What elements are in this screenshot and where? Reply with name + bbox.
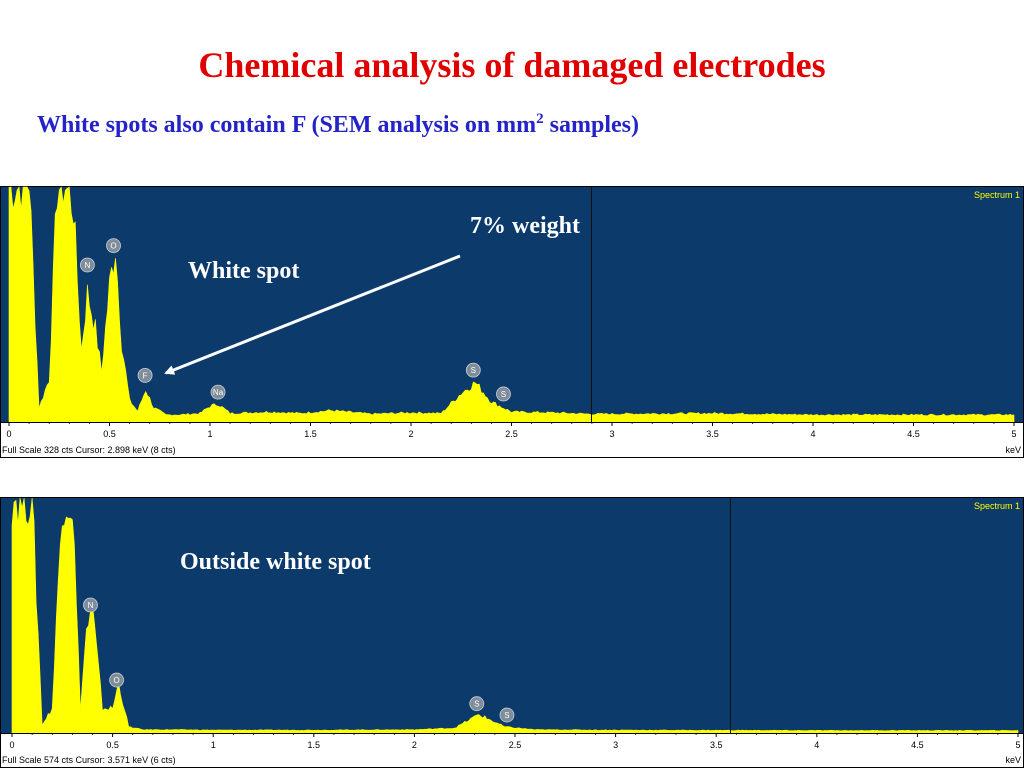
subtitle-superscript: 2 xyxy=(536,111,544,127)
x-tick-label: 2.5 xyxy=(505,429,518,439)
peak-label-o: O xyxy=(106,238,121,254)
spectrum-chart-white-spot: Spectrum 1CNOFNaSS00.511.522.533.544.55F… xyxy=(0,186,1024,458)
spectrum-series xyxy=(11,497,1019,734)
peak-label-s: S xyxy=(469,696,485,712)
peak-marker xyxy=(469,696,485,712)
x-unit-label: keV xyxy=(1005,755,1021,765)
spectrum-panel-outside: Spectrum 1CNOSS00.511.522.533.544.55Full… xyxy=(0,497,1024,768)
peak-label-s: S xyxy=(499,707,515,723)
x-unit-label: keV xyxy=(1005,445,1021,455)
peak-text: S xyxy=(504,711,509,720)
plot-area xyxy=(1,187,1023,422)
peak-text: O xyxy=(114,676,120,685)
peak-label-na: Na xyxy=(210,384,226,400)
peak-text: S xyxy=(471,366,476,375)
peak-marker xyxy=(137,367,153,383)
spectrum-series xyxy=(8,186,1015,423)
status-text: Full Scale 328 cts Cursor: 2.898 keV (8 … xyxy=(2,445,176,455)
x-tick-label: 4.5 xyxy=(907,429,920,439)
peak-marker xyxy=(210,384,226,400)
x-tick-label: 1.5 xyxy=(304,429,317,439)
spectrum-panel-white-spot: Spectrum 1CNOFNaSS00.511.522.533.544.55F… xyxy=(0,186,1024,458)
peak-marker xyxy=(79,257,95,273)
outside-white-spot-label: Outside white spot xyxy=(180,549,371,575)
plot-area xyxy=(1,498,1023,733)
peak-text: S xyxy=(501,390,506,399)
slide-title: Chemical analysis of damaged electrodes xyxy=(198,45,826,85)
x-tick-label: 5 xyxy=(1011,429,1016,439)
annotation-arrow xyxy=(164,254,461,375)
peak-text: Na xyxy=(213,388,224,397)
subtitle-tail: samples) xyxy=(543,112,640,138)
x-tick-label: 1 xyxy=(211,740,216,750)
peak-label-f: F xyxy=(137,367,153,383)
slide-subtitle: White spots also contain F (SEM analysis… xyxy=(37,111,639,139)
x-tick-label: 4 xyxy=(810,429,815,439)
peak-text: O xyxy=(110,242,116,251)
peak-marker xyxy=(106,238,121,254)
weight-label: 7% weight xyxy=(470,213,580,239)
peak-label-o: O xyxy=(109,672,125,688)
spectrum-chart-outside: Spectrum 1CNOSS00.511.522.533.544.55Full… xyxy=(0,497,1024,768)
legend-label: Spectrum 1 xyxy=(974,190,1020,200)
peak-label-s: S xyxy=(496,386,511,402)
x-tick-label: 3.5 xyxy=(710,740,723,750)
peak-text: N xyxy=(88,601,94,610)
peak-label-n: N xyxy=(79,257,95,273)
peak-label-n: N xyxy=(83,597,98,613)
x-tick-label: 1.5 xyxy=(308,740,321,750)
x-tick-label: 3 xyxy=(609,429,614,439)
x-tick-label: 2 xyxy=(412,740,417,750)
x-tick-label: 0.5 xyxy=(103,429,116,439)
x-tick-label: 0 xyxy=(6,429,11,439)
peak-text: F xyxy=(143,371,148,380)
peak-text: N xyxy=(84,261,90,270)
peak-marker xyxy=(499,707,515,723)
x-tick-label: 2 xyxy=(408,429,413,439)
peak-label-s: S xyxy=(465,362,481,378)
peak-marker xyxy=(83,597,98,613)
x-tick-label: 4.5 xyxy=(911,740,924,750)
x-tick-label: 0.5 xyxy=(106,740,119,750)
peak-marker xyxy=(496,386,511,402)
peak-marker xyxy=(109,672,125,688)
peak-text: S xyxy=(474,700,479,709)
x-tick-label: 1 xyxy=(207,429,212,439)
white-spot-label: White spot xyxy=(188,258,300,284)
peak-marker xyxy=(465,362,481,378)
x-tick-label: 5 xyxy=(1015,740,1020,750)
legend-label: Spectrum 1 xyxy=(974,501,1020,511)
subtitle-text: White spots also contain F (SEM analysis… xyxy=(37,112,537,138)
x-tick-label: 3 xyxy=(613,740,618,750)
x-tick-label: 0 xyxy=(9,740,14,750)
x-tick-label: 4 xyxy=(814,740,819,750)
x-tick-label: 2.5 xyxy=(509,740,522,750)
status-text: Full Scale 574 cts Cursor: 3.571 keV (6 … xyxy=(2,755,176,765)
x-tick-label: 3.5 xyxy=(706,429,719,439)
